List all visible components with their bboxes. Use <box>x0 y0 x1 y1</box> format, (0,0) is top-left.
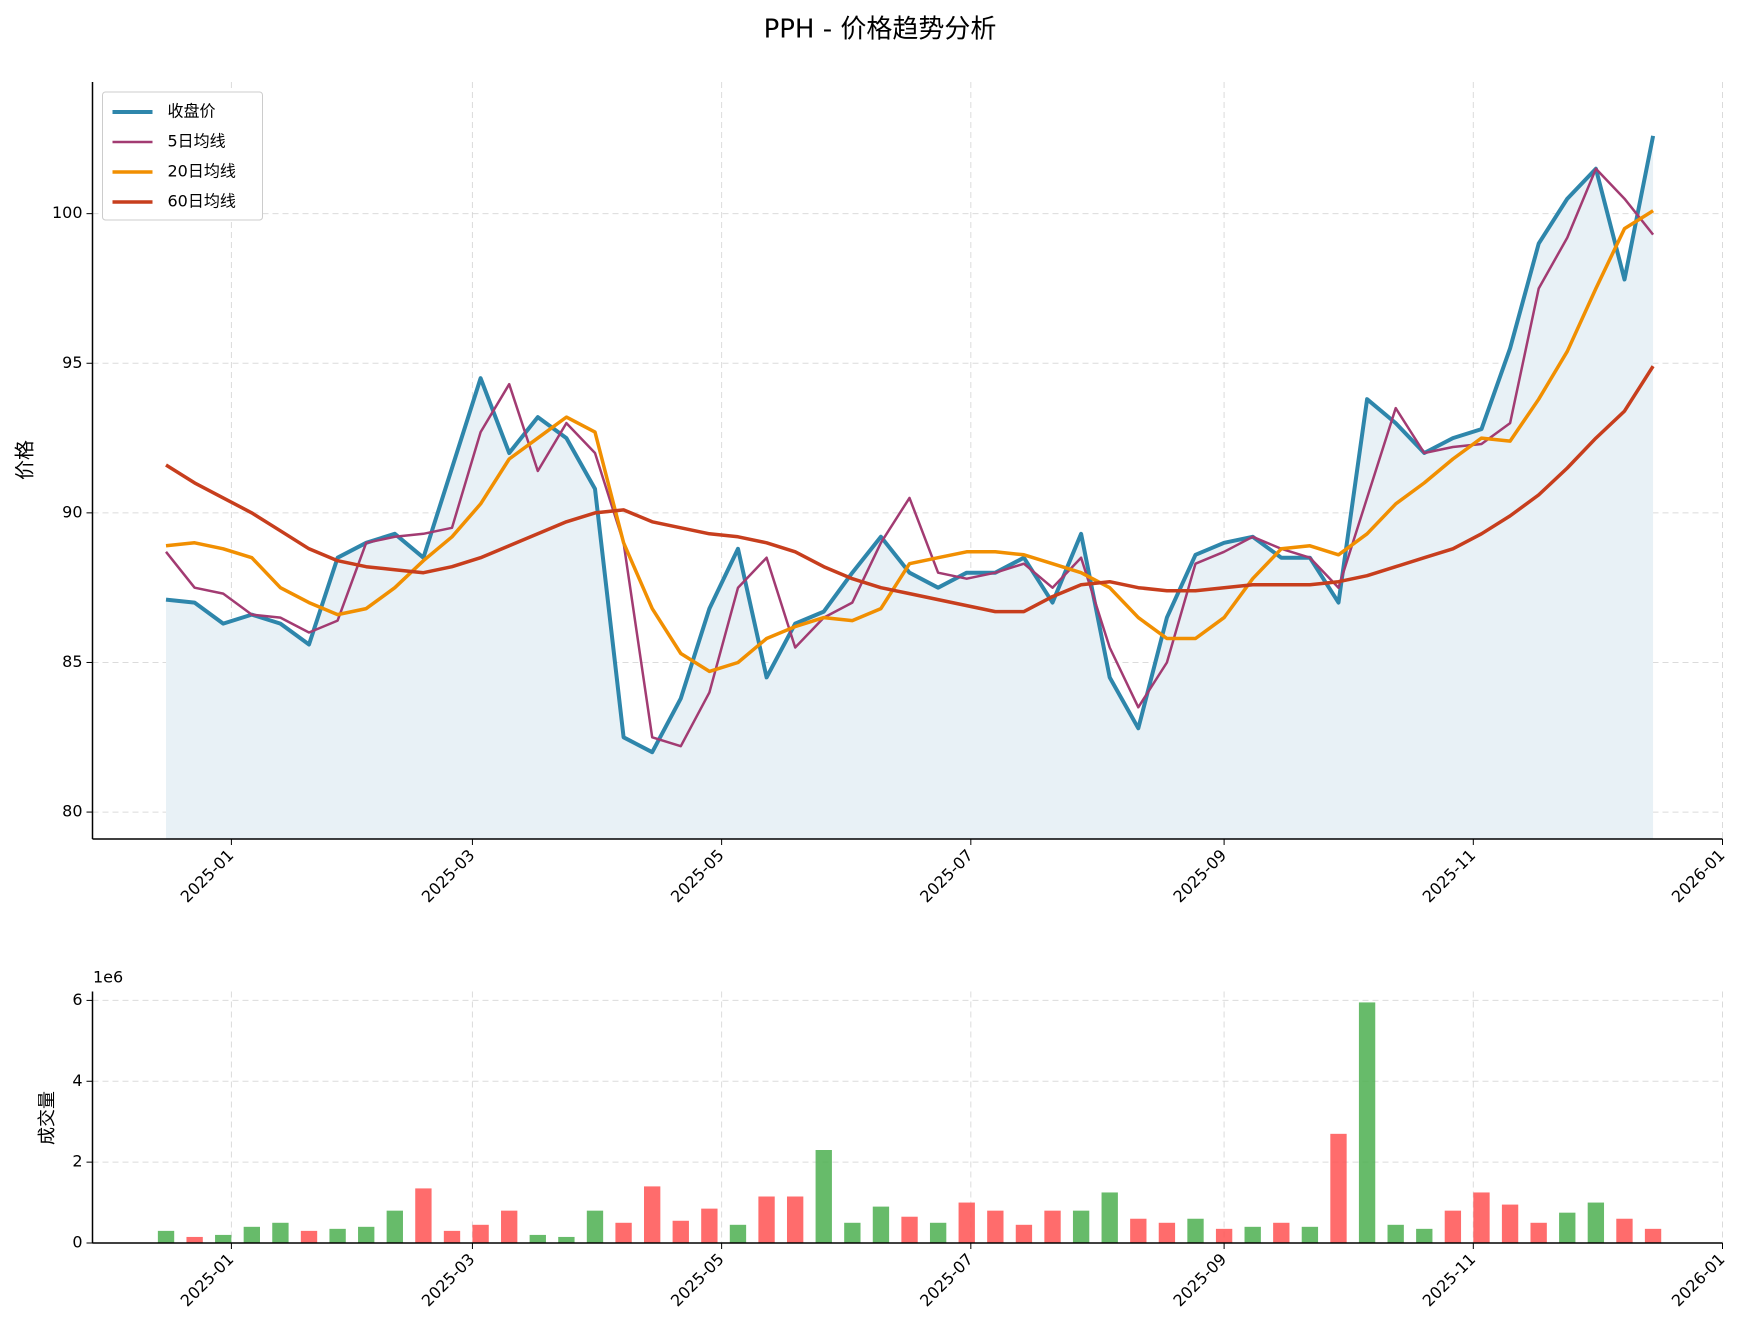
x-tick-label: 2025-09 <box>1169 1250 1230 1311</box>
bar <box>844 1222 861 1243</box>
legend-label: 收盘价 <box>168 102 216 121</box>
y-tick-label: 90 <box>62 502 82 521</box>
bar <box>901 1216 918 1243</box>
y-axis-label: 成交量 <box>37 1091 58 1145</box>
bar <box>1130 1218 1147 1243</box>
bar <box>472 1224 489 1243</box>
bar <box>1244 1226 1261 1243</box>
bar <box>1301 1226 1319 1243</box>
bar <box>1444 1210 1462 1243</box>
bar <box>1559 1212 1576 1243</box>
bar <box>958 1202 975 1243</box>
x-tick-label: 2025-01 <box>177 846 238 907</box>
y-tick-label: 80 <box>62 802 82 821</box>
y-axis-label: 价格 <box>13 440 37 480</box>
bar <box>1044 1210 1061 1243</box>
x-tick-label: 2025-03 <box>418 1250 479 1311</box>
x-tick-label: 2025-09 <box>1169 846 1230 907</box>
bar <box>644 1186 661 1243</box>
y-tick-label: 95 <box>62 353 82 372</box>
bar <box>1587 1202 1605 1243</box>
bar <box>186 1236 203 1243</box>
line <box>165 167 1655 748</box>
bar <box>415 1188 432 1243</box>
x-tick-label: 2025-11 <box>1419 1250 1480 1311</box>
legend: 收盘价 5日均线 20日均线 60日均线 <box>102 91 263 221</box>
bar <box>1387 1224 1404 1243</box>
bar <box>1187 1218 1204 1243</box>
x-tick-label: 2025-05 <box>667 1250 728 1311</box>
bar <box>272 1222 289 1243</box>
bar <box>529 1234 546 1243</box>
bar <box>872 1206 890 1243</box>
bar <box>929 1222 947 1243</box>
chart-title: PPH - 价格趋势分析 <box>764 15 997 45</box>
x-tick-label: 2025-07 <box>916 1250 977 1311</box>
bar <box>1273 1222 1290 1243</box>
bar <box>300 1230 318 1243</box>
y-tick-label: 0 <box>72 1233 82 1252</box>
offset-label: 1e6 <box>93 968 123 987</box>
bar <box>1644 1228 1662 1243</box>
bar <box>1501 1204 1519 1243</box>
x-tick-label: 2025-11 <box>1419 846 1480 907</box>
bar <box>1616 1218 1633 1243</box>
bar <box>243 1226 260 1243</box>
x-tick-label: 2025-07 <box>916 846 977 907</box>
y-tick-label: 4 <box>72 1071 82 1090</box>
bar <box>1358 1002 1376 1243</box>
bar <box>215 1234 232 1243</box>
y-tick-label: 2 <box>72 1152 82 1171</box>
bar <box>386 1210 403 1243</box>
bar <box>672 1220 689 1243</box>
bar <box>786 1196 804 1243</box>
x-tick-label: 2025-01 <box>177 1250 238 1311</box>
bar <box>1416 1228 1433 1243</box>
line <box>165 365 1655 614</box>
bar <box>501 1210 518 1243</box>
bar <box>358 1226 375 1243</box>
bar <box>1330 1133 1347 1243</box>
line <box>165 135 1656 755</box>
bar <box>1072 1210 1090 1243</box>
area-fill <box>166 135 1654 839</box>
line <box>165 209 1655 674</box>
bar <box>987 1210 1004 1243</box>
bar <box>615 1222 632 1243</box>
bar <box>157 1230 175 1243</box>
bar <box>1015 1224 1033 1243</box>
bar <box>701 1208 718 1243</box>
legend-label: 5日均线 <box>168 132 226 151</box>
bar <box>443 1230 461 1243</box>
bar <box>1101 1192 1118 1243</box>
y-tick-label: 100 <box>52 203 83 222</box>
bar <box>1158 1222 1176 1243</box>
bar <box>586 1210 604 1243</box>
bar <box>1530 1222 1547 1243</box>
bar <box>1215 1228 1233 1243</box>
y-tick-label: 85 <box>62 652 82 671</box>
bar <box>758 1196 775 1243</box>
bar <box>1473 1192 1490 1243</box>
bar <box>729 1224 747 1243</box>
bar <box>329 1228 346 1243</box>
y-tick-label: 6 <box>72 990 82 1009</box>
legend-label: 60日均线 <box>168 192 236 211</box>
bar <box>815 1150 832 1243</box>
x-tick-label: 2026-01 <box>1668 1250 1729 1311</box>
x-tick-label: 2026-01 <box>1668 846 1729 907</box>
bar <box>558 1236 575 1243</box>
x-tick-label: 2025-03 <box>418 846 479 907</box>
x-tick-label: 2025-05 <box>667 846 728 907</box>
legend-box <box>102 91 263 221</box>
legend-label: 20日均线 <box>168 162 236 181</box>
